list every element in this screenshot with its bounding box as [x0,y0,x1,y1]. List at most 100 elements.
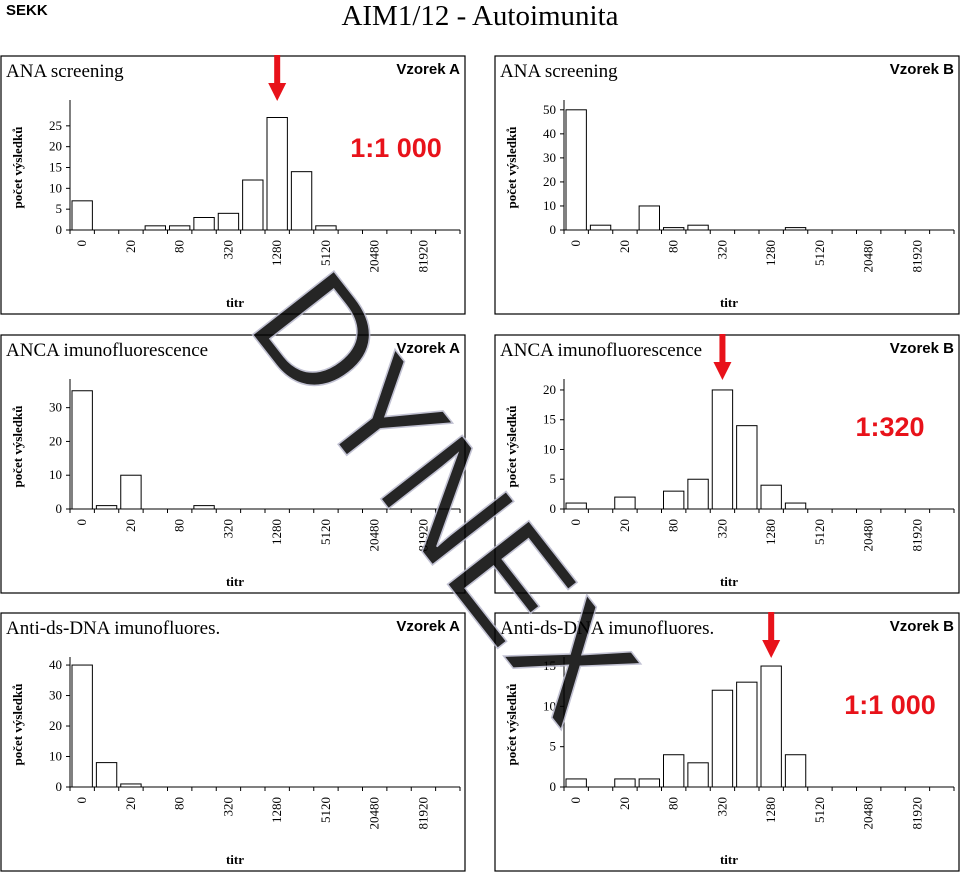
x-tick-label: 20480 [367,797,382,830]
panel-frame [494,55,960,315]
x-tick-label: 0 [74,519,89,526]
panel-title: ANA screening [500,61,618,82]
logo: SEKK [6,2,48,19]
bar [120,783,142,788]
x-tick-label: 5120 [318,519,333,545]
y-tick-label: 15 [49,160,62,175]
x-tick-label: 1280 [763,797,778,823]
y-axis-label: počet výsledků [504,406,519,488]
result-annotation: 1:1 000 [350,133,442,163]
y-tick-label: 25 [49,118,62,133]
bar [760,665,782,788]
sample-label: Vzorek A [396,61,460,78]
y-tick-label: 30 [543,150,556,165]
x-tick-label: 20480 [861,797,876,830]
x-tick-label: 81920 [415,519,430,552]
chart-dsdna-sample-b: Anti-ds-DNA imunofluores. Vzorek B 0 5 10 15 0… [494,612,960,872]
bar [784,227,807,231]
bar [169,225,191,231]
y-tick-label: 10 [543,698,556,713]
bar [760,484,782,510]
x-tick-label: 80 [172,240,187,253]
y-tick-label: 40 [49,657,62,672]
bar [71,200,93,231]
bar [144,225,166,231]
y-tick-label: 50 [543,102,556,117]
y-tick-label: 20 [49,718,62,733]
x-tick-label: 0 [74,240,89,247]
bar [614,496,636,510]
x-tick-label: 20 [617,797,632,810]
x-axis-label: titr [226,852,244,867]
bar [565,109,587,231]
panel-frame [0,612,466,872]
y-tick-label: 10 [49,467,62,482]
chart-ana-sample-b: ANA screening Vzorek B 0 10 20 30 40 50 0 20 80 320… [494,55,960,315]
panel-title: ANA screening [6,61,124,82]
bar [687,762,709,788]
x-tick-label: 20 [123,519,138,532]
bar [638,205,660,231]
x-tick-label: 320 [714,519,729,539]
x-tick-label: 20480 [861,240,876,273]
bar [120,474,142,510]
x-tick-label: 81920 [415,240,430,273]
x-tick-label: 5120 [318,797,333,823]
y-tick-label: 10 [543,441,556,456]
bar [589,224,612,231]
x-tick-label: 1280 [763,519,778,545]
y-tick-label: 0 [56,501,63,516]
bar [71,664,93,788]
bar [711,689,734,788]
red-arrow-icon [268,55,287,101]
y-axis-label: počet výsledků [10,406,25,488]
y-tick-label: 0 [550,779,557,794]
bar [736,681,758,788]
x-tick-label: 20 [617,519,632,532]
x-tick-label: 320 [714,240,729,260]
x-tick-label: 320 [714,797,729,817]
bar [95,505,118,510]
x-tick-label: 0 [568,519,583,526]
x-tick-label: 0 [568,240,583,247]
chart-dsdna-sample-a: Anti-ds-DNA imunofluores. Vzorek A 0 10 20 30… [0,612,466,872]
x-tick-label: 20480 [367,519,382,552]
bar [242,179,264,231]
chart-ana-sample-a: ANA screening Vzorek A 0 5 10 15 20 25 0 20 80 320 1… [0,55,466,315]
x-tick-label: 80 [666,519,681,532]
x-tick-label: 81920 [415,797,430,830]
y-tick-label: 30 [49,688,62,703]
x-tick-label: 5120 [812,240,827,266]
y-tick-label: 15 [543,658,556,673]
panel-title: ANCA imunofluorescence [6,340,208,361]
y-tick-label: 10 [543,198,556,213]
y-tick-label: 10 [49,180,62,195]
y-axis-label: počet výsledků [504,684,519,766]
y-tick-label: 15 [543,412,556,427]
bar [736,425,758,510]
result-annotation: 1:1 000 [844,690,936,720]
y-tick-label: 0 [550,222,557,237]
chart-anca-sample-a: ANCA imunofluorescence Vzorek A 0 10 20 30 0 20… [0,334,466,594]
y-tick-label: 5 [56,201,63,216]
bar [614,778,636,788]
y-tick-label: 20 [49,433,62,448]
x-tick-label: 81920 [909,240,924,273]
chart-anca-sample-b: ANCA imunofluorescence Vzorek B 0 5 10 15 20 0 2… [494,334,960,594]
sample-label: Vzorek A [396,340,460,357]
bar [565,778,587,788]
bar [266,117,288,231]
bar [687,478,709,510]
x-tick-label: 80 [666,797,681,810]
x-tick-label: 1280 [269,797,284,823]
bar [315,225,337,231]
bar [217,212,240,231]
red-arrow-icon [713,334,732,380]
x-tick-label: 320 [220,797,235,817]
y-tick-label: 0 [550,501,557,516]
x-axis-label: titr [226,295,244,310]
x-tick-label: 20480 [367,240,382,273]
y-tick-label: 30 [49,400,62,415]
x-tick-label: 20480 [861,519,876,552]
bar [193,505,215,510]
